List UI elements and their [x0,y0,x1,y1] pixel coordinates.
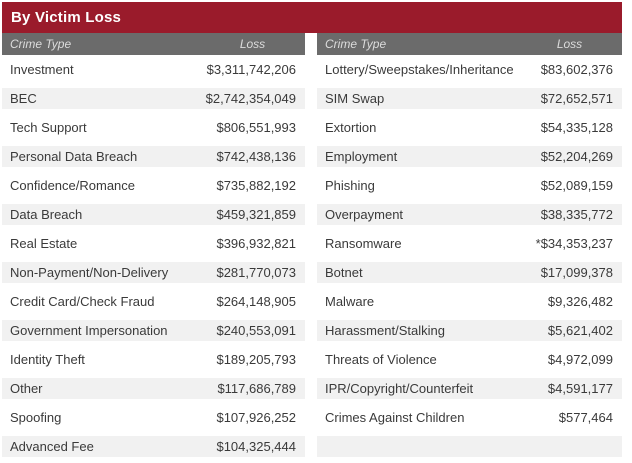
table-row: Crimes Against Children $577,464 [317,403,622,432]
table-row: Harassment/Stalking $5,621,402 [317,316,622,345]
table-row: Spoofing $107,926,252 [2,403,305,432]
table-row: Confidence/Romance $735,882,192 [2,171,305,200]
loss-value-cell: $577,464 [558,410,613,425]
column-header-loss: Loss [239,37,266,51]
loss-value-cell: $104,325,444 [216,439,296,454]
crime-type-cell: Malware [325,294,375,309]
loss-value-cell: *$34,353,237 [535,236,613,251]
column-header-row: Crime Type Loss [317,33,622,55]
table-row: Government Impersonation $240,553,091 [2,316,305,345]
table-row: Investment $3,311,742,206 [2,55,305,84]
loss-value-cell: $806,551,993 [216,120,296,135]
column-header-crime-type: Crime Type [10,37,72,51]
table-row: Personal Data Breach $742,438,136 [2,142,305,171]
table-row: Phishing $52,089,159 [317,171,622,200]
crime-type-cell: Personal Data Breach [10,149,138,164]
column-header-row: Crime Type Loss [2,33,305,55]
table-row: Real Estate $396,932,821 [2,229,305,258]
loss-value-cell: $2,742,354,049 [205,91,296,106]
loss-value-cell: $459,321,859 [216,207,296,222]
victim-loss-table-left: Crime Type Loss Investment $3,311,742,20… [2,33,305,461]
crime-type-cell: Crimes Against Children [325,410,465,425]
crime-type-cell: Confidence/Romance [10,178,136,193]
loss-value-cell: $72,652,571 [540,91,613,106]
crime-type-cell: Botnet [325,265,363,280]
loss-value-cell: $52,089,159 [540,178,613,193]
table-row: Credit Card/Check Fraud $264,148,905 [2,287,305,316]
victim-loss-table-right: Crime Type Loss Lottery/Sweepstakes/Inhe… [317,33,622,461]
table-row: Malware $9,326,482 [317,287,622,316]
loss-value-cell: $5,621,402 [547,323,613,338]
table-row: Data Breach $459,321,859 [2,200,305,229]
table-row: Ransomware *$34,353,237 [317,229,622,258]
loss-value-cell: $4,591,177 [547,381,613,396]
section-title-bar: By Victim Loss [2,2,622,33]
loss-value-cell: $54,335,128 [540,120,613,135]
crime-type-cell: IPR/Copyright/Counterfeit [325,381,474,396]
loss-value-cell: $117,686,789 [217,381,296,396]
crime-type-cell: Non-Payment/Non-Delivery [10,265,169,280]
table-row: Lottery/Sweepstakes/Inheritance $83,602,… [317,55,622,84]
crime-type-cell: Credit Card/Check Fraud [10,294,155,309]
loss-value-cell: $281,770,073 [216,265,296,280]
crime-type-cell: Government Impersonation [10,323,168,338]
loss-value-cell: $4,972,099 [547,352,613,367]
loss-value-cell: $9,326,482 [547,294,613,309]
loss-value-cell: $396,932,821 [216,236,296,251]
crime-type-cell: Lottery/Sweepstakes/Inheritance [325,62,514,77]
crime-type-cell: Harassment/Stalking [325,323,445,338]
table-row: IPR/Copyright/Counterfeit $4,591,177 [317,374,622,403]
crime-type-cell: Overpayment [325,207,404,222]
crime-type-cell: Investment [10,62,74,77]
loss-value-cell: $240,553,091 [216,323,296,338]
loss-value-cell: $17,099,378 [540,265,613,280]
crime-type-cell: Identity Theft [10,352,85,367]
table-row: Overpayment $38,335,772 [317,200,622,229]
loss-value-cell: $189,205,793 [216,352,296,367]
loss-value-cell: $742,438,136 [216,149,296,164]
table-row: Tech Support $806,551,993 [2,113,305,142]
table-row: Threats of Violence $4,972,099 [317,345,622,374]
loss-value-cell: $38,335,772 [540,207,613,222]
column-header-crime-type: Crime Type [325,37,387,51]
loss-value-cell: $107,926,252 [216,410,296,425]
crime-type-cell: Extortion [325,120,377,135]
table-row: BEC $2,742,354,049 [2,84,305,113]
loss-value-cell: $3,311,742,206 [206,62,296,77]
crime-type-cell: Spoofing [10,410,62,425]
crime-type-cell: Ransomware [325,236,402,251]
table-body: Investment $3,311,742,206 BEC $2,742,354… [2,55,305,461]
crime-type-cell: Other [10,381,43,396]
table-row: Employment $52,204,269 [317,142,622,171]
table-columns: Crime Type Loss Investment $3,311,742,20… [2,33,622,461]
table-row: Advanced Fee $104,325,444 [2,432,305,461]
table-row [317,432,622,461]
crime-type-cell: Real Estate [10,236,78,251]
table-row: Identity Theft $189,205,793 [2,345,305,374]
table-row: Non-Payment/Non-Delivery $281,770,073 [2,258,305,287]
crime-type-cell: BEC [10,91,37,106]
crime-type-cell: Advanced Fee [10,439,94,454]
section-title: By Victim Loss [11,9,122,26]
table-row: Other $117,686,789 [2,374,305,403]
crime-type-cell: SIM Swap [325,91,385,106]
loss-value-cell: $52,204,269 [540,149,613,164]
table-body: Lottery/Sweepstakes/Inheritance $83,602,… [317,55,622,461]
crime-type-cell: Employment [325,149,398,164]
column-header-loss: Loss [556,37,583,51]
loss-value-cell: $83,602,376 [540,62,613,77]
crime-type-cell: Tech Support [10,120,87,135]
crime-type-cell: Threats of Violence [325,352,437,367]
loss-value-cell: $264,148,905 [216,294,296,309]
table-row: SIM Swap $72,652,571 [317,84,622,113]
loss-value-cell: $735,882,192 [216,178,296,193]
crime-type-cell: Phishing [325,178,375,193]
table-row: Extortion $54,335,128 [317,113,622,142]
table-row: Botnet $17,099,378 [317,258,622,287]
crime-type-cell: Data Breach [10,207,83,222]
victim-loss-section: By Victim Loss Crime Type Loss Investmen… [2,2,622,461]
